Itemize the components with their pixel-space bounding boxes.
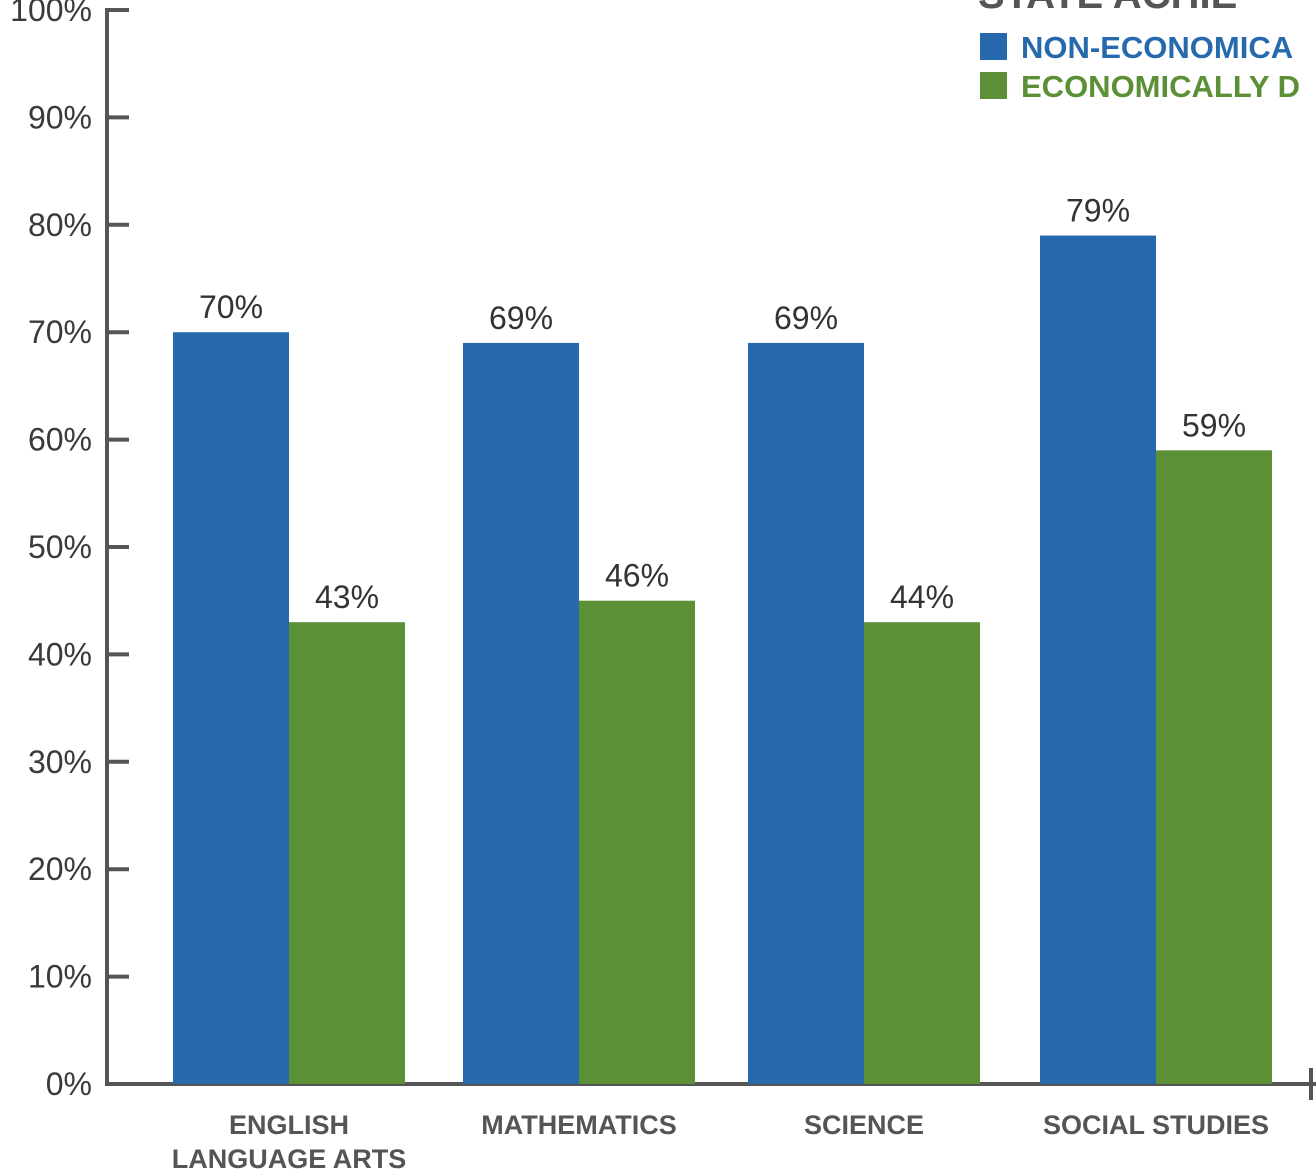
y-tick-label: 100% <box>10 0 92 28</box>
category-labels-group: ENGLISH LANGUAGE ARTS MATHEMATICS SCIENCE SO… <box>172 1110 1269 1173</box>
data-label: 69% <box>774 300 838 336</box>
bar <box>579 600 695 1084</box>
legend-label: NON-ECONOMICA <box>1021 30 1293 65</box>
y-tick-label: 60% <box>28 422 92 458</box>
category-label: ENGLISH <box>229 1110 349 1140</box>
category-label: LANGUAGE ARTS <box>172 1144 407 1173</box>
data-labels-group: 70% 69% 69% 79% 43% 46% 44% 59% <box>199 193 1246 616</box>
data-label: 59% <box>1182 407 1246 443</box>
bar <box>463 342 579 1084</box>
bars-group <box>173 235 1272 1085</box>
bar <box>1040 235 1156 1085</box>
y-tick-label: 10% <box>28 959 92 995</box>
data-label: 79% <box>1066 193 1130 229</box>
bar <box>1156 450 1272 1085</box>
y-tick-label: 80% <box>28 207 92 243</box>
data-label: 43% <box>315 579 379 615</box>
category-label: SOCIAL STUDIES <box>1043 1110 1269 1140</box>
legend-label: ECONOMICALLY D <box>1021 69 1300 104</box>
legend-swatch <box>980 33 1007 60</box>
y-tick-label: 20% <box>28 851 92 887</box>
legend-swatch <box>980 72 1007 99</box>
category-label: MATHEMATICS <box>481 1110 676 1140</box>
y-tick-label: 70% <box>28 314 92 350</box>
bar <box>748 342 864 1084</box>
category-label: SCIENCE <box>804 1110 924 1140</box>
legend: NON-ECONOMICA ECONOMICALLY D <box>980 30 1300 104</box>
y-tick-label: 30% <box>28 744 92 780</box>
y-tick-label: 90% <box>28 99 92 135</box>
y-tick-label: 0% <box>46 1066 92 1102</box>
bar <box>289 622 405 1084</box>
bar <box>864 622 980 1084</box>
y-tick-label: 40% <box>28 636 92 672</box>
data-label: 69% <box>489 300 553 336</box>
chart-title: STATE ACHIE <box>978 0 1237 17</box>
y-axis: 0% 10% 20% 30% 40% 50% 60% 70% 80% 90% 100% <box>10 0 129 1102</box>
data-label: 46% <box>605 558 669 594</box>
y-tick-label: 50% <box>28 529 92 565</box>
data-label: 70% <box>199 289 263 325</box>
bar <box>173 332 289 1084</box>
data-label: 44% <box>890 579 954 615</box>
